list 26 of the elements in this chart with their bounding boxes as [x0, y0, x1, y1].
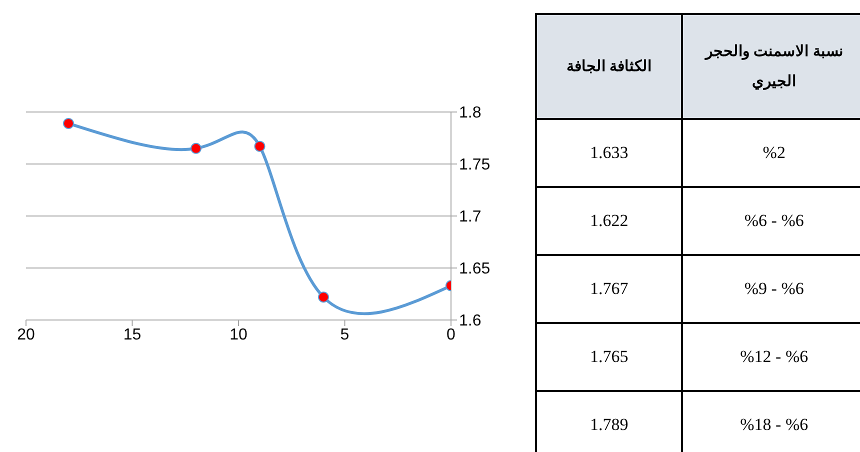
y-tick-label: 1.7	[459, 208, 482, 226]
point	[63, 118, 74, 129]
data-label: 1.765	[536, 323, 682, 391]
data-label: 1.633	[536, 119, 682, 187]
category-label: %18 - %6	[682, 391, 860, 452]
data-label: 1.789	[536, 391, 682, 452]
point	[318, 292, 329, 303]
y-tick-label: 1.8	[459, 104, 482, 122]
category-label: %2	[682, 119, 860, 187]
point	[254, 140, 266, 152]
x-tick-label: 5	[340, 326, 350, 344]
x-tick-label: 15	[123, 326, 142, 344]
category-label: %12 - %6	[682, 323, 860, 391]
y-tick-label: 1.6	[459, 312, 482, 330]
data-label: 1.622	[536, 187, 682, 255]
y-tick-label: 1.65	[459, 260, 490, 278]
text: الكثافة الجافة	[536, 14, 682, 119]
data-label: 1.767	[536, 255, 682, 323]
category-label: %9 - %6	[682, 255, 860, 323]
x-tick-label: 10	[230, 326, 248, 344]
y-tick-label: 1.75	[459, 156, 490, 174]
x-tick-label: 0	[446, 326, 456, 344]
category-label: %6 - %6	[682, 187, 860, 255]
point	[190, 142, 202, 154]
x-tick-label: 20	[17, 326, 35, 344]
text: نسبة الاسمنت والحجر الجيري	[682, 14, 860, 119]
